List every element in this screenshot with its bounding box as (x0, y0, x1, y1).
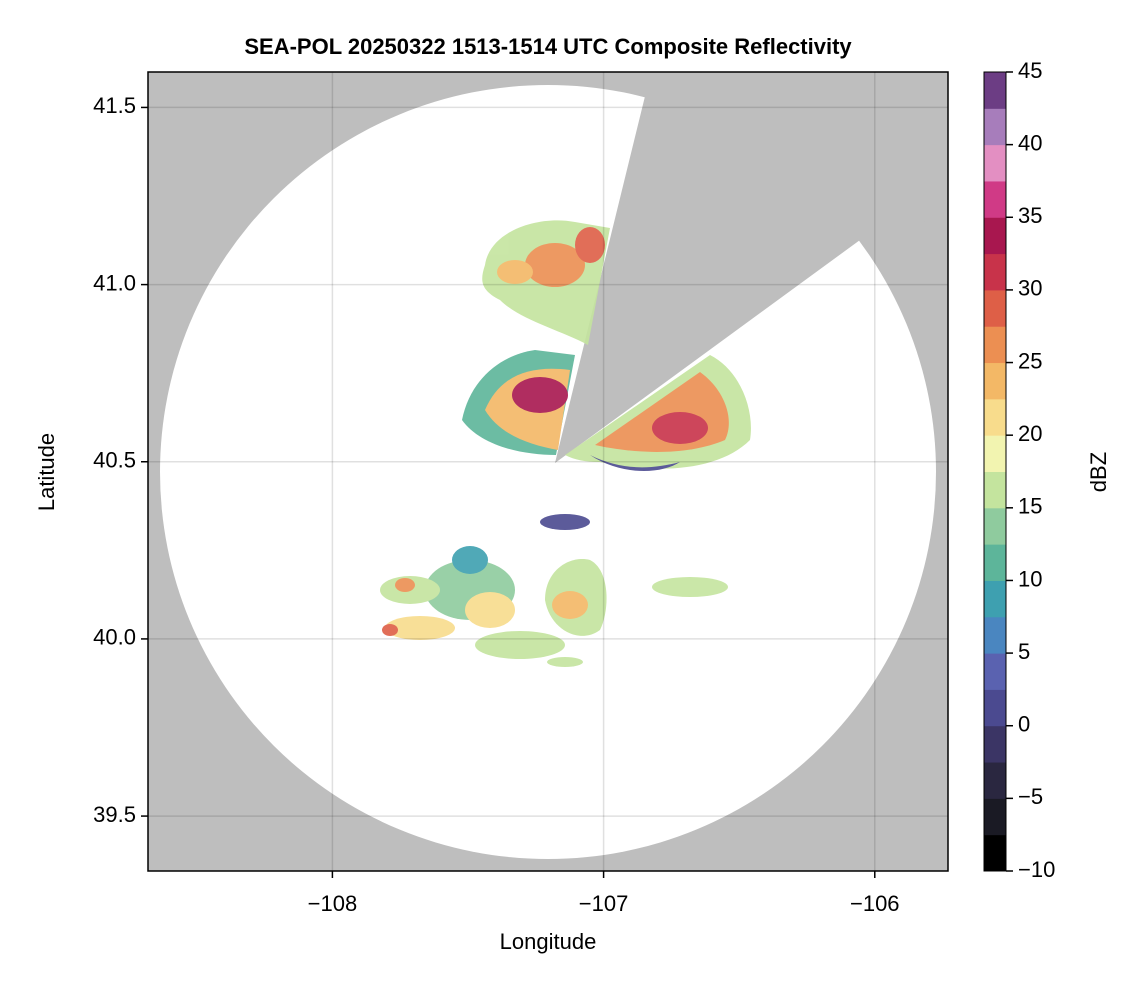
colorbar-frame (983, 71, 1007, 872)
plot-frame (147, 71, 949, 872)
echo (395, 578, 415, 592)
colorbar-band (984, 108, 1006, 146)
radar-field (160, 72, 948, 859)
colorbar-tick-label: −10 (1018, 857, 1055, 882)
echo (652, 577, 728, 597)
echo (475, 631, 565, 659)
echoes (380, 220, 751, 667)
echo (465, 592, 515, 628)
echo (452, 546, 488, 574)
y-tick-label: 39.5 (93, 802, 136, 827)
colorbar-tick-label: 0 (1018, 712, 1030, 737)
y-tick-label: 40.5 (93, 448, 136, 473)
y-tick-label: 40.0 (93, 625, 136, 650)
colorbar-tick-label: 10 (1018, 566, 1042, 591)
colorbar-tick-label: 45 (1018, 58, 1042, 83)
colorbar-band (984, 798, 1006, 836)
colorbar-band (984, 217, 1006, 255)
blocked-sector (555, 72, 948, 463)
echo (575, 227, 605, 263)
colorbar-tick-label: 30 (1018, 276, 1042, 301)
colorbar-band (984, 507, 1006, 545)
colorbar-band (984, 180, 1006, 218)
colorbar-tick-label: 5 (1018, 639, 1030, 664)
x-tick-label: −107 (579, 891, 629, 916)
echo (382, 624, 398, 636)
colorbar-band (984, 326, 1006, 364)
x-tick-label: −108 (308, 891, 358, 916)
echo (497, 260, 533, 284)
echo (547, 657, 583, 667)
echo (652, 412, 708, 444)
colorbar-band (984, 616, 1006, 654)
y-axis-label: Latitude (34, 433, 59, 511)
colorbar-band (984, 435, 1006, 472)
colorbar-band (984, 72, 1006, 109)
chart-title: SEA-POL 20250322 1513-1514 UTC Composite… (244, 34, 852, 59)
colorbar-band (984, 689, 1006, 727)
colorbar-tick-label: −5 (1018, 784, 1043, 809)
echo (512, 377, 568, 413)
colorbar-band (984, 725, 1006, 763)
y-tick-label: 41.5 (93, 93, 136, 118)
colorbar-tick-label: 40 (1018, 130, 1042, 155)
colorbar-tick-label: 35 (1018, 203, 1042, 228)
echo (552, 591, 588, 619)
colorbar-band (984, 834, 1006, 872)
echo (385, 616, 455, 640)
colorbar-tick-label: 25 (1018, 348, 1042, 373)
echo (540, 514, 590, 530)
colorbar-band (984, 144, 1006, 182)
colorbar-band (984, 398, 1006, 436)
y-tick-label: 41.0 (93, 270, 136, 295)
colorbar-band (984, 653, 1006, 690)
colorbar-label: dBZ (1086, 452, 1111, 492)
echo (590, 455, 680, 472)
colorbar-tick-label: 15 (1018, 494, 1042, 519)
colorbar-band (984, 580, 1006, 618)
grid (148, 72, 948, 871)
colorbar-band (984, 471, 1006, 509)
colorbar-band (984, 362, 1006, 400)
echo (525, 243, 585, 287)
x-tick-label: −106 (850, 891, 900, 916)
colorbar-tick-label: 20 (1018, 421, 1042, 446)
colorbar-band (984, 289, 1006, 327)
colorbar-band (984, 762, 1006, 799)
colorbar-band (984, 253, 1006, 291)
colorbar-band (984, 544, 1006, 581)
x-axis-label: Longitude (500, 929, 597, 954)
